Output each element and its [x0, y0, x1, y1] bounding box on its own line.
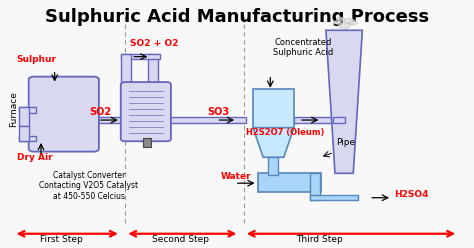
- Text: Concentrated
Sulphuric Acid: Concentrated Sulphuric Acid: [273, 38, 333, 57]
- Bar: [294, 117, 333, 123]
- Circle shape: [345, 18, 355, 24]
- Bar: [125, 117, 153, 123]
- Bar: [333, 117, 346, 123]
- Text: SO2: SO2: [89, 107, 111, 117]
- Text: Sulphuric Acid Manufacturing Process: Sulphuric Acid Manufacturing Process: [45, 8, 429, 26]
- Circle shape: [334, 20, 341, 24]
- Text: Second Step: Second Step: [152, 235, 209, 244]
- Bar: [148, 54, 158, 123]
- Text: SO3: SO3: [207, 107, 229, 117]
- Bar: [121, 54, 131, 96]
- Bar: [143, 138, 151, 147]
- Text: Catalyst Converter
Contacting V2O5 Catalyst
at 450-550 Celcius: Catalyst Converter Contacting V2O5 Catal…: [39, 171, 138, 201]
- Circle shape: [337, 17, 345, 21]
- Text: Dry Air: Dry Air: [17, 153, 53, 162]
- Bar: [121, 54, 160, 59]
- Bar: [19, 107, 29, 126]
- Polygon shape: [326, 30, 362, 173]
- Text: Furnace: Furnace: [9, 91, 18, 127]
- Circle shape: [349, 21, 357, 25]
- Circle shape: [338, 22, 350, 29]
- Bar: [267, 157, 279, 175]
- Bar: [166, 117, 246, 123]
- Text: First Step: First Step: [40, 235, 83, 244]
- Bar: [19, 126, 29, 141]
- Bar: [257, 173, 321, 192]
- FancyBboxPatch shape: [29, 77, 99, 152]
- FancyBboxPatch shape: [121, 82, 171, 141]
- Text: H2S2O7 (Oleum): H2S2O7 (Oleum): [246, 128, 324, 137]
- Bar: [310, 173, 320, 200]
- Text: SO2 + O2: SO2 + O2: [130, 39, 178, 48]
- Text: H2SO4: H2SO4: [394, 190, 429, 199]
- Bar: [19, 136, 36, 141]
- Text: Third Step: Third Step: [296, 235, 342, 244]
- Bar: [310, 195, 358, 200]
- Text: Water: Water: [221, 173, 252, 182]
- Bar: [253, 90, 294, 128]
- Bar: [19, 107, 36, 113]
- Bar: [93, 117, 128, 123]
- Text: Sulphur: Sulphur: [17, 55, 57, 64]
- Polygon shape: [253, 128, 294, 157]
- Text: Pipe: Pipe: [337, 138, 356, 147]
